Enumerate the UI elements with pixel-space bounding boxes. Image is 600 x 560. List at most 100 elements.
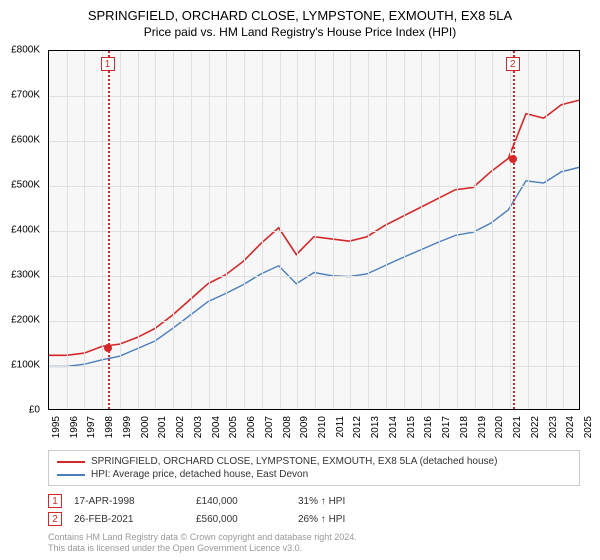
legend-item-hpi: HPI: Average price, detached house, East… [57,468,571,481]
gridline-v [191,51,192,409]
x-tick-label: 2010 [317,416,328,438]
gridline-v [510,51,511,409]
x-tick-label: 2008 [282,416,293,438]
x-tick-label: 2021 [512,416,523,438]
x-tick-label: 1996 [69,416,80,438]
x-tick-label: 2013 [370,416,381,438]
gridline-h [49,96,579,97]
legend-label-hpi: HPI: Average price, detached house, East… [91,469,308,480]
x-tick-label: 2009 [299,416,310,438]
gridline-v [102,51,103,409]
y-tick-label: £0 [29,405,40,416]
gridline-v [439,51,440,409]
gridline-v [280,51,281,409]
chart-legend: SPRINGFIELD, ORCHARD CLOSE, LYMPSTONE, E… [48,450,580,486]
gridline-v [404,51,405,409]
gridline-v [84,51,85,409]
x-tick-label: 1995 [51,416,62,438]
gridline-h [49,366,579,367]
x-tick-label: 2025 [583,416,594,438]
marker-table-id: 2 [48,512,62,526]
marker-table-pct: 31% ↑ HPI [298,496,378,507]
chart-subtitle: Price paid vs. HM Land Registry's House … [0,23,600,39]
y-tick-label: £600K [11,135,40,146]
series-line-hpi [49,167,579,366]
x-tick-label: 2002 [175,416,186,438]
chart-lines [49,51,579,409]
gridline-v [173,51,174,409]
marker-vline-2 [513,51,515,409]
marker-table-price: £140,000 [196,496,286,507]
gridline-v [333,51,334,409]
gridline-v [155,51,156,409]
x-tick-label: 2005 [228,416,239,438]
gridline-v [563,51,564,409]
y-tick-label: £400K [11,225,40,236]
x-tick-label: 2014 [388,416,399,438]
marker-table-id: 1 [48,494,62,508]
gridline-v [368,51,369,409]
legend-label-property: SPRINGFIELD, ORCHARD CLOSE, LYMPSTONE, E… [91,456,497,467]
gridline-v [386,51,387,409]
gridline-v [138,51,139,409]
gridline-v [492,51,493,409]
x-tick-label: 1999 [122,416,133,438]
x-tick-label: 2018 [459,416,470,438]
x-tick-label: 2006 [246,416,257,438]
x-tick-label: 1997 [86,416,97,438]
x-tick-label: 2019 [477,416,488,438]
marker-table-row: 1 17-APR-1998 £140,000 31% ↑ HPI [48,492,580,510]
gridline-h [49,186,579,187]
footer-line-2: This data is licensed under the Open Gov… [48,543,580,554]
gridline-v [528,51,529,409]
marker-table-price: £560,000 [196,514,286,525]
marker-box-2: 2 [506,57,520,71]
y-tick-label: £800K [11,45,40,56]
x-tick-label: 2003 [193,416,204,438]
x-tick-label: 2020 [494,416,505,438]
marker-vline-1 [108,51,110,409]
x-tick-label: 2004 [211,416,222,438]
gridline-v [457,51,458,409]
gridline-v [120,51,121,409]
x-tick-label: 2011 [335,416,346,438]
legend-swatch-property [57,461,85,463]
gridline-v [226,51,227,409]
x-axis: 1995199619971998199920002001200220032004… [48,412,580,452]
gridline-v [350,51,351,409]
x-tick-label: 2016 [423,416,434,438]
marker-box-1: 1 [101,57,115,71]
x-tick-label: 2015 [406,416,417,438]
x-tick-label: 2023 [548,416,559,438]
marker-table: 1 17-APR-1998 £140,000 31% ↑ HPI 2 26-FEB-202… [48,492,580,528]
chart-plot-area: 12 [48,50,580,410]
y-tick-label: £300K [11,270,40,281]
gridline-h [49,141,579,142]
gridline-v [546,51,547,409]
gridline-v [315,51,316,409]
y-tick-label: £100K [11,360,40,371]
series-line-property [49,100,579,355]
x-tick-label: 2022 [530,416,541,438]
y-tick-label: £500K [11,180,40,191]
footer-line-1: Contains HM Land Registry data © Crown c… [48,532,580,543]
marker-table-pct: 26% ↑ HPI [298,514,378,525]
gridline-v [67,51,68,409]
gridline-v [209,51,210,409]
marker-table-date: 17-APR-1998 [74,496,184,507]
y-tick-label: £200K [11,315,40,326]
gridline-h [49,321,579,322]
marker-table-date: 26-FEB-2021 [74,514,184,525]
marker-table-row: 2 26-FEB-2021 £560,000 26% ↑ HPI [48,510,580,528]
gridline-v [297,51,298,409]
gridline-h [49,276,579,277]
chart-title: SPRINGFIELD, ORCHARD CLOSE, LYMPSTONE, E… [0,0,600,23]
gridline-v [244,51,245,409]
x-tick-label: 2012 [352,416,363,438]
gridline-v [421,51,422,409]
gridline-h [49,231,579,232]
x-tick-label: 2007 [264,416,275,438]
x-tick-label: 2001 [157,416,168,438]
y-axis: £0£100K£200K£300K£400K£500K£600K£700K£80… [0,50,44,410]
marker-dot-2 [509,155,517,163]
